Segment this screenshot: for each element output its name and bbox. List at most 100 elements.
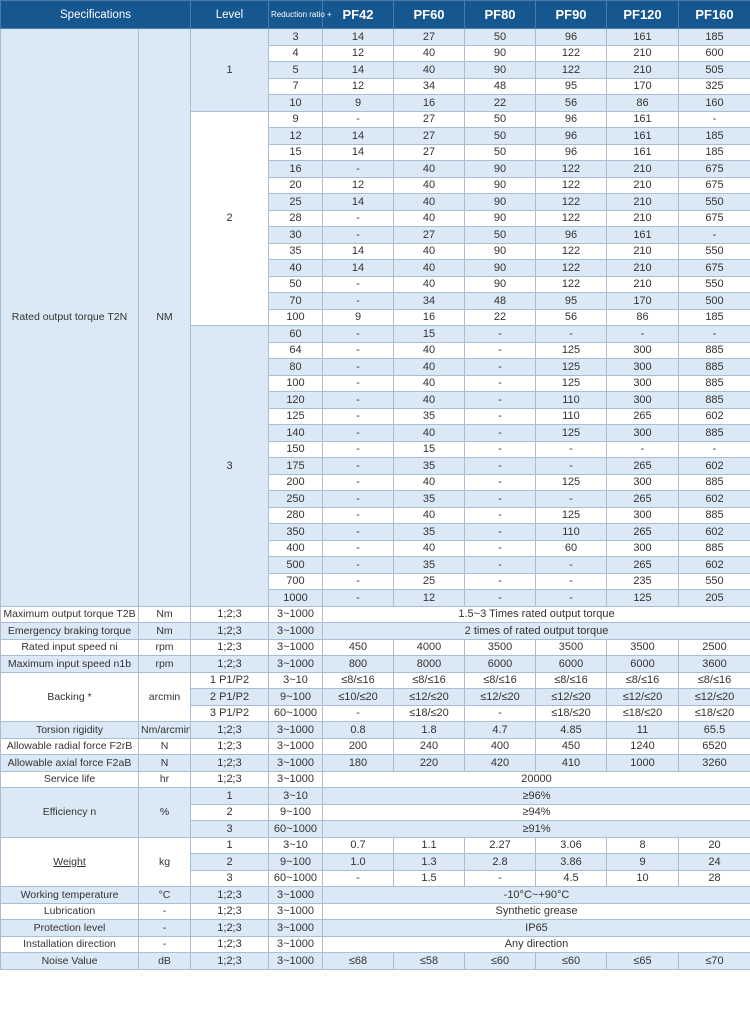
value-cell: ≤12/≤20 [535,688,607,706]
value-cell: - [322,341,394,359]
table-row: Allowable axial force F2aB N 1;2;3 3~1000 18… [0,754,750,772]
unit-cell: Nm [138,605,191,623]
value-cell: 1.1 [393,836,465,854]
value-cell: 602 [678,556,750,574]
value-cell: ≤18/≤20 [393,704,465,722]
table-row: 2 9-27 50 96 161- [1,110,750,326]
table-row: 2 9~100 ≥94% [1,803,750,821]
level-cell: 1;2;3 [190,737,269,755]
ratio-cell: 70 [268,292,323,310]
table-row: 7 12 34 48 95 170 325 [1,77,750,95]
table-body: Rated output torque T2N NM 1 3 14 27 50 96 161 18… [0,28,750,970]
value-cell: 15 [393,440,465,458]
value-cell: - [322,506,394,524]
value-cell: - [464,391,536,409]
ratio-cell: 3~1000 [268,605,323,623]
value-cell: 161 [606,127,679,145]
value-cell: - [322,704,394,722]
span-value-cell: IP65 [322,919,750,937]
table-row: Weight kg 1 3~10 0.7 1.1 2.27 3.06 8 20 [0,836,750,887]
value-cell: - [535,556,607,574]
table-row: Installation direction -1;2;3 3~1000 Any di… [0,935,750,953]
value-cell: 1000 [606,754,679,772]
table-row: 40 14 40 90 122 210 675 [1,259,750,277]
table-row: 70-34 48 95 170 500 [1,292,750,310]
value-cell: 6000 [464,655,536,673]
ratio-cell: 125 [268,407,323,425]
ratio-cell: 3~1000 [268,737,323,755]
level-cell: 3 P1/P2 [190,704,269,722]
table-row: 20 12 40 90 122 210 675 [1,176,750,194]
unit-cell: - [138,902,191,920]
value-cell: 185 [678,308,750,326]
value-cell: - [322,490,394,508]
value-cell: 34 [393,292,465,310]
value-cell: - [464,440,536,458]
value-cell: 40 [393,341,465,359]
ratio-cell: 120 [268,391,323,409]
value-cell: 220 [393,754,465,772]
value-cell: 602 [678,457,750,475]
value-cell: 210 [606,209,679,227]
value-cell: 40 [393,44,465,62]
value-cell: 40 [393,506,465,524]
value-cell: - [464,506,536,524]
ratio-cell: 60 [268,325,323,343]
level-cell: 1;2;3 [190,605,269,623]
value-cell: - [678,440,750,458]
ratio-cell: 25 [268,193,323,211]
spec-name-cell: Working temperature [0,886,139,904]
value-cell: 50 [464,143,536,161]
value-cell: ≤12/≤20 [606,688,679,706]
value-cell: - [322,374,394,392]
value-cell: 90 [464,193,536,211]
value-cell: - [322,209,394,227]
value-cell: - [322,226,394,244]
value-cell: 12 [322,77,394,95]
level-cell: 3 [190,325,269,607]
value-cell: 65.5 [678,721,750,739]
table-row: Noise Value dB 1;2;3 3~1000 ≤68 ≤58 ≤60 ≤60 ≤65 ≤… [0,952,750,970]
value-cell: 12 [393,589,465,607]
table-row: 35 14 40 90 122 210 550 [1,242,750,260]
value-cell: - [464,556,536,574]
ratio-cell: 4 [268,44,323,62]
value-cell: - [535,490,607,508]
span-value-cell: 1.5~3 Times rated output torque [322,605,750,623]
value-cell: 0.8 [322,721,394,739]
value-cell: 675 [678,160,750,178]
ratio-cell: 3~1000 [268,754,323,772]
table-row: 400-40-60 300 885 [1,539,750,557]
value-cell: 885 [678,424,750,442]
value-cell: 450 [535,737,607,755]
value-cell: 550 [678,193,750,211]
span-value-cell: -10°C~+90°C [322,886,750,904]
value-cell: ≤12/≤20 [678,688,750,706]
table-row: 250-35- -265 602 [1,490,750,508]
value-cell: 2.27 [464,836,536,854]
value-cell: 550 [678,242,750,260]
value-cell: 95 [535,77,607,95]
spec-name-cell: Maximum output torque T2B [0,605,139,623]
ratio-cell: 3 [268,28,323,46]
value-cell: 40 [393,176,465,194]
value-cell: 96 [535,110,607,128]
value-cell: 265 [606,407,679,425]
table-row: 28-40 90 122 210 675 [1,209,750,227]
value-cell: 300 [606,506,679,524]
value-cell: 210 [606,193,679,211]
value-cell: 40 [393,193,465,211]
ratio-cell: 16 [268,160,323,178]
header-model-pf60: PF60 [393,0,465,29]
value-cell: 2.8 [464,853,536,871]
unit-cell: arcmin [138,671,191,722]
value-cell: - [464,473,536,491]
value-cell: - [606,440,679,458]
ratio-cell: 30 [268,226,323,244]
level-cell: 1 P1/P2 [190,671,269,689]
value-cell: 14 [322,61,394,79]
table-row: 3 P1/P2 60~1000- ≤18/≤20- ≤18/≤20 ≤18/≤20 ≤18… [1,704,750,722]
value-cell: 10 [606,869,679,887]
value-cell: 300 [606,341,679,359]
table-row: 30-27 50 96 161- [1,226,750,244]
